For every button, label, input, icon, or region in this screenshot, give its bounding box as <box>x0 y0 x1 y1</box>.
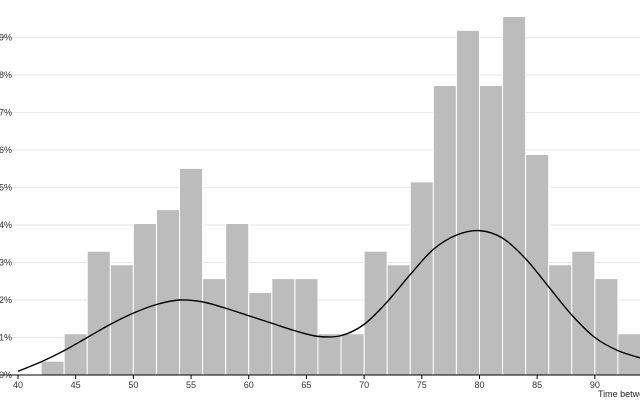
histogram-bar <box>548 264 573 376</box>
histogram-bar <box>155 209 181 376</box>
x-tick-label: 40 <box>13 380 23 390</box>
histogram-bar <box>386 264 411 376</box>
x-axis-title: Time betwe <box>598 389 640 399</box>
histogram-bar <box>594 278 619 376</box>
y-tick-label: 2% <box>0 295 12 305</box>
x-tick-label: 65 <box>301 380 311 390</box>
y-tick-label: 8% <box>0 70 12 80</box>
y-tick-label: 9% <box>0 33 12 43</box>
x-tick-label: 75 <box>417 380 427 390</box>
histogram-bars <box>40 16 640 376</box>
histogram-bar <box>132 223 157 376</box>
histogram-bar <box>294 278 319 376</box>
x-tick-label: 80 <box>474 380 484 390</box>
histogram-bar <box>478 85 504 376</box>
histogram-bar <box>225 223 250 376</box>
y-ticks: 0% 1% 2% 3% 4% 5% 6% 7% 8% 9% <box>0 33 12 381</box>
x-tick-label: 70 <box>359 380 369 390</box>
y-tick-label: 4% <box>0 220 12 230</box>
density-curve <box>17 229 640 372</box>
histogram-bar <box>40 360 65 376</box>
y-tick-label: 6% <box>0 145 12 155</box>
histogram-bar <box>409 181 434 376</box>
histogram-bar <box>86 250 111 376</box>
x-tick-label: 45 <box>71 380 81 390</box>
x-ticks: 40 45 50 55 60 65 70 75 80 85 90 <box>13 375 600 390</box>
histogram-bar <box>525 154 550 376</box>
y-tick-label: 3% <box>0 258 12 268</box>
histogram-bar <box>571 250 596 376</box>
y-tick-label: 1% <box>0 333 12 343</box>
y-tick-label: 0% <box>0 370 12 380</box>
histogram-bar <box>340 333 365 376</box>
histogram-bar <box>455 29 480 376</box>
x-tick-label: 50 <box>128 380 138 390</box>
histogram-bar <box>432 85 457 376</box>
histogram-bar <box>317 333 342 376</box>
x-tick-label: 90 <box>590 380 600 390</box>
y-tick-label: 5% <box>0 183 12 193</box>
histogram-bar <box>502 16 527 376</box>
histogram-bar <box>109 264 134 376</box>
x-tick-label: 60 <box>244 380 254 390</box>
y-tick-label: 7% <box>0 108 12 118</box>
x-tick-label: 55 <box>186 380 196 390</box>
histogram-bar <box>202 278 227 376</box>
x-tick-label: 85 <box>532 380 542 390</box>
histogram-bar <box>248 292 273 376</box>
histogram-bar <box>179 167 204 376</box>
